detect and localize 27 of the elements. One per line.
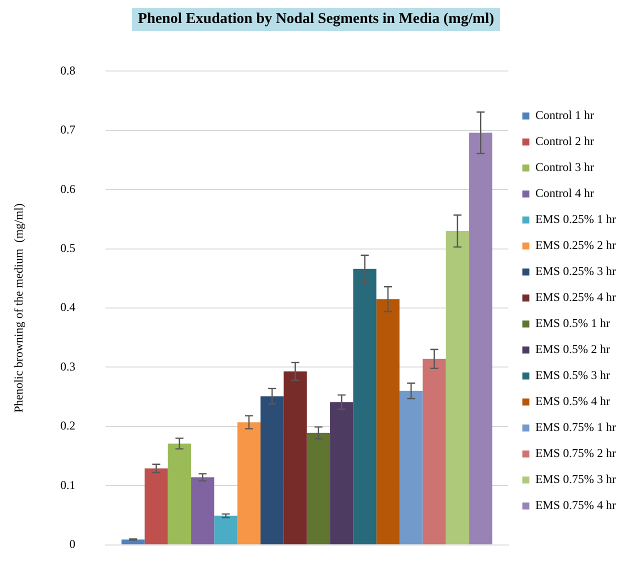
- legend-label: Control 3 hr: [535, 160, 594, 174]
- y-axis-title: Phenolic browning of the medium (mg/ml): [11, 203, 26, 413]
- legend-label: EMS 0.25% 4 hr: [535, 290, 616, 304]
- y-tick-label: 0: [69, 536, 76, 551]
- y-tick-label: 0.1: [60, 478, 76, 492]
- y-tick-label: 0.7: [60, 122, 76, 137]
- y-tick-label: 0.6: [60, 182, 76, 196]
- legend-label: Control 2 hr: [535, 134, 594, 148]
- legend-label: EMS 0.5% 4 hr: [535, 394, 610, 408]
- chart-title: Phenol Exudation by Nodal Segments in Media (mg/ml): [132, 8, 500, 31]
- y-tick-label: 0.5: [60, 240, 76, 255]
- legend-label: EMS 0.75% 4 hr: [535, 498, 616, 512]
- legend-label: EMS 0.25% 2 hr: [535, 238, 616, 252]
- legend-label: EMS 0.75% 1 hr: [535, 420, 616, 434]
- y-tick-label: 0.8: [60, 63, 76, 78]
- legend-label: EMS 0.75% 2 hr: [535, 446, 616, 460]
- legend-label: Control 4 hr: [535, 186, 594, 200]
- legend-label: EMS 0.5% 2 hr: [535, 342, 610, 356]
- y-tick-label: 0.4: [60, 300, 76, 314]
- legend-label: EMS 0.5% 1 hr: [535, 316, 610, 330]
- y-tick-label: 0.3: [60, 359, 76, 374]
- legend-label: Control 1 hr: [535, 108, 594, 122]
- y-tick-label: 0.2: [60, 418, 76, 433]
- legend-label: EMS 0.75% 3 hr: [535, 472, 616, 486]
- legend-label: EMS 0.25% 3 hr: [535, 264, 616, 278]
- legend-label: EMS 0.5% 3 hr: [535, 368, 610, 382]
- legend-label: EMS 0.25% 1 hr: [535, 212, 616, 226]
